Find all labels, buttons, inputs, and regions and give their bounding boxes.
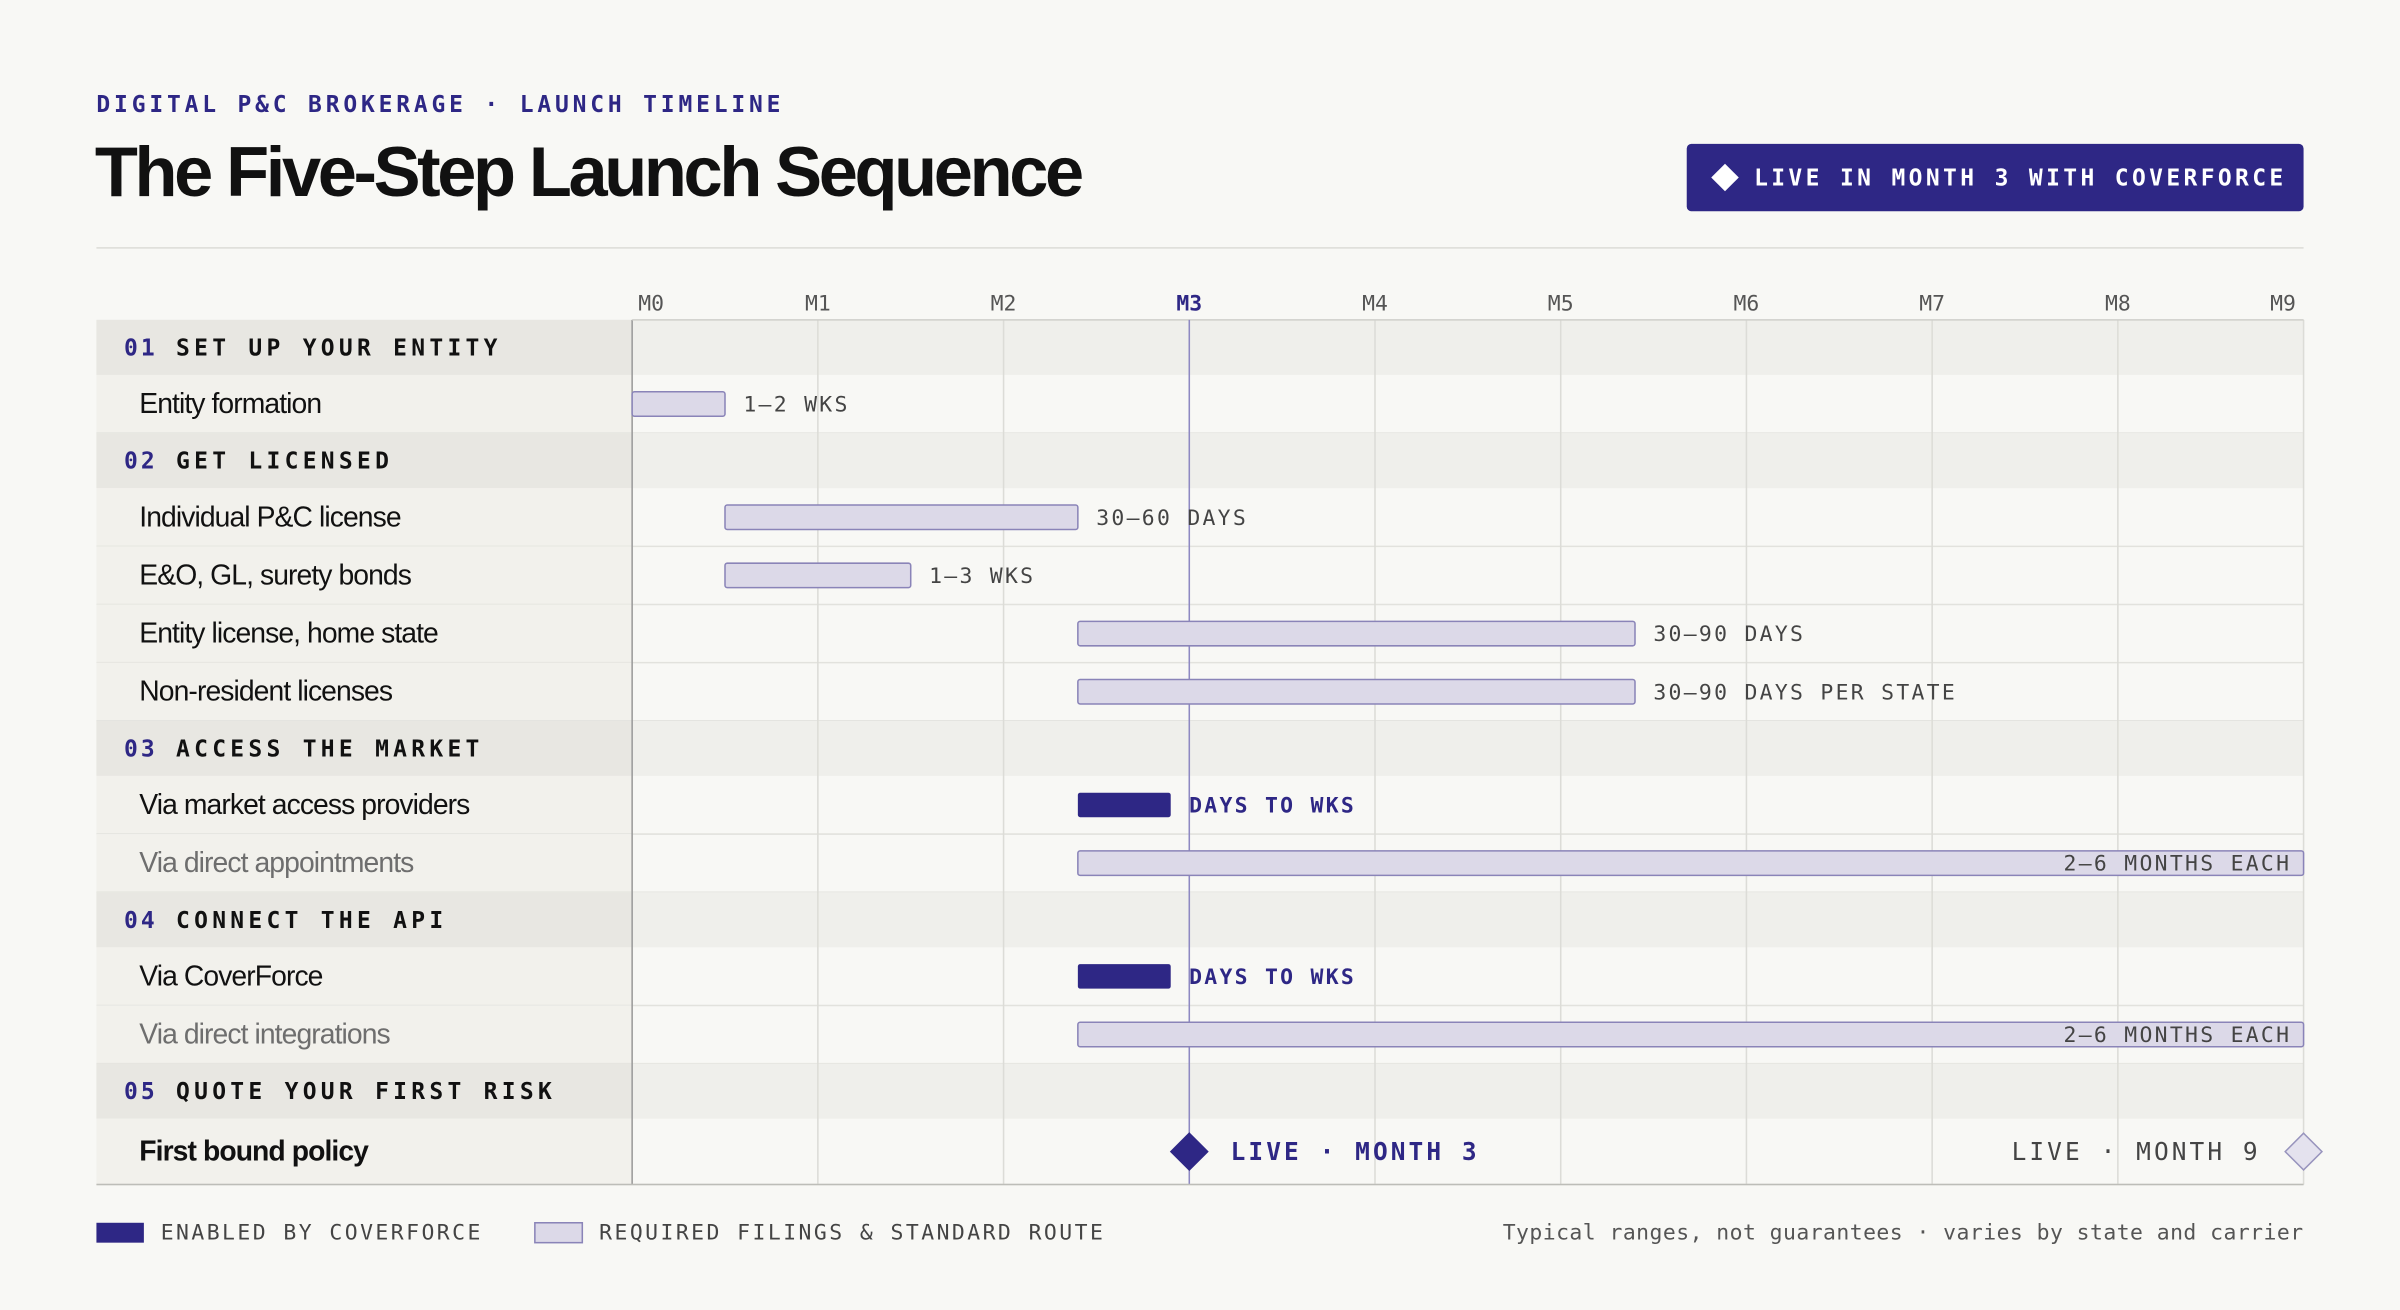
legend-label: REQUIRED FILINGS & STANDARD ROUTE xyxy=(599,1220,1105,1245)
badge xyxy=(1686,143,2304,212)
task-label-cell xyxy=(96,488,633,547)
section-label-cell xyxy=(96,433,633,489)
task-label: Via market access providers xyxy=(139,788,470,820)
task-bar xyxy=(724,562,912,589)
duration-label: 30–90 DAYS PER STATE xyxy=(1653,680,1957,705)
section-title: QUOTE YOUR FIRST RISK xyxy=(176,1079,556,1105)
badge-icon xyxy=(1711,163,1739,192)
duration-label: 2–6 MONTHS EACH xyxy=(2064,852,2292,877)
section-label-cell xyxy=(96,319,633,375)
x-tick-label: M4 xyxy=(1362,292,1388,317)
x-tick-label: M3 xyxy=(1176,292,1202,317)
x-tick-label: M6 xyxy=(1734,292,1760,317)
task-label-cell xyxy=(96,834,633,893)
task-label-cell xyxy=(96,662,633,721)
section-number: 02 xyxy=(124,449,158,475)
section-title: ACCESS THE MARKET xyxy=(176,736,484,762)
chart-title: The Five-Step Launch Sequence xyxy=(95,132,1082,211)
task-bar xyxy=(724,504,1079,531)
section-label-cell xyxy=(96,1063,633,1119)
section-label-cell xyxy=(96,720,633,776)
task-bar xyxy=(1077,850,2305,877)
x-tick-label: M8 xyxy=(2105,292,2131,317)
task-label: Via direct integrations xyxy=(139,1018,390,1050)
milestone xyxy=(2284,1132,2324,1172)
section-title: SET UP YOUR ENTITY xyxy=(176,335,502,361)
task-label: Entity formation xyxy=(139,387,321,419)
x-tick-label: M2 xyxy=(991,292,1017,317)
task-label: First bound policy xyxy=(139,1135,369,1167)
duration-label: 1–2 WKS xyxy=(743,393,849,418)
x-tick-label: M0 xyxy=(638,292,664,317)
duration-label: DAYS TO WKS xyxy=(1189,794,1356,819)
badge-text: LIVE IN MONTH 3 WITH COVERFORCE xyxy=(1754,166,2287,192)
task-label-cell xyxy=(96,775,633,835)
section-number: 01 xyxy=(124,335,158,361)
section-number: 03 xyxy=(124,736,158,762)
task-bar xyxy=(1077,964,1171,989)
task-label: E&O, GL, surety bonds xyxy=(139,558,411,590)
duration-label: DAYS TO WKS xyxy=(1189,965,1356,990)
task-bar xyxy=(631,391,726,418)
section-number: 05 xyxy=(124,1079,158,1105)
task-label: Via CoverForce xyxy=(139,959,322,991)
legend-swatch xyxy=(96,1222,144,1243)
milestone-label: LIVE · MONTH 9 xyxy=(2012,1137,2261,1166)
section-title: CONNECT THE API xyxy=(176,908,447,934)
legend-swatch xyxy=(534,1222,584,1244)
task-label-cell xyxy=(96,1118,633,1185)
section-label-cell xyxy=(96,892,633,948)
milestone-label: LIVE · MONTH 3 xyxy=(1231,1137,1480,1166)
duration-label: 30–60 DAYS xyxy=(1096,506,1248,531)
x-tick-label: M5 xyxy=(1548,292,1574,317)
x-tick-label: M7 xyxy=(1919,292,1945,317)
task-label-cell xyxy=(96,374,633,434)
footnote: Typical ranges, not guarantees · varies … xyxy=(1503,1220,2304,1245)
kicker: DIGITAL P&C BROKERAGE · LAUNCH TIMELINE xyxy=(96,92,784,118)
task-bar xyxy=(1077,1021,2305,1048)
task-label: Non-resident licenses xyxy=(139,675,393,707)
task-bar xyxy=(1077,678,1636,705)
task-label: Individual P&C license xyxy=(139,500,401,532)
section-number: 04 xyxy=(124,908,158,934)
legend-label: ENABLED BY COVERFORCE xyxy=(161,1220,483,1245)
task-label: Via direct appointments xyxy=(139,846,414,878)
task-label-cell xyxy=(96,1005,633,1064)
x-tick-label: M1 xyxy=(805,292,831,317)
task-label-cell xyxy=(96,546,633,605)
x-tick-label: M9 xyxy=(2270,292,2296,317)
milestone xyxy=(1169,1132,1209,1172)
task-bar xyxy=(1077,792,1171,818)
duration-label: 30–90 DAYS xyxy=(1653,622,1805,647)
task-bar xyxy=(1077,620,1636,647)
task-label: Entity license, home state xyxy=(139,617,438,649)
task-label-cell xyxy=(96,604,633,663)
duration-label: 1–3 WKS xyxy=(929,564,1035,589)
duration-label: 2–6 MONTHS EACH xyxy=(2064,1023,2292,1048)
task-label-cell xyxy=(96,947,633,1006)
section-title: GET LICENSED xyxy=(176,449,393,475)
